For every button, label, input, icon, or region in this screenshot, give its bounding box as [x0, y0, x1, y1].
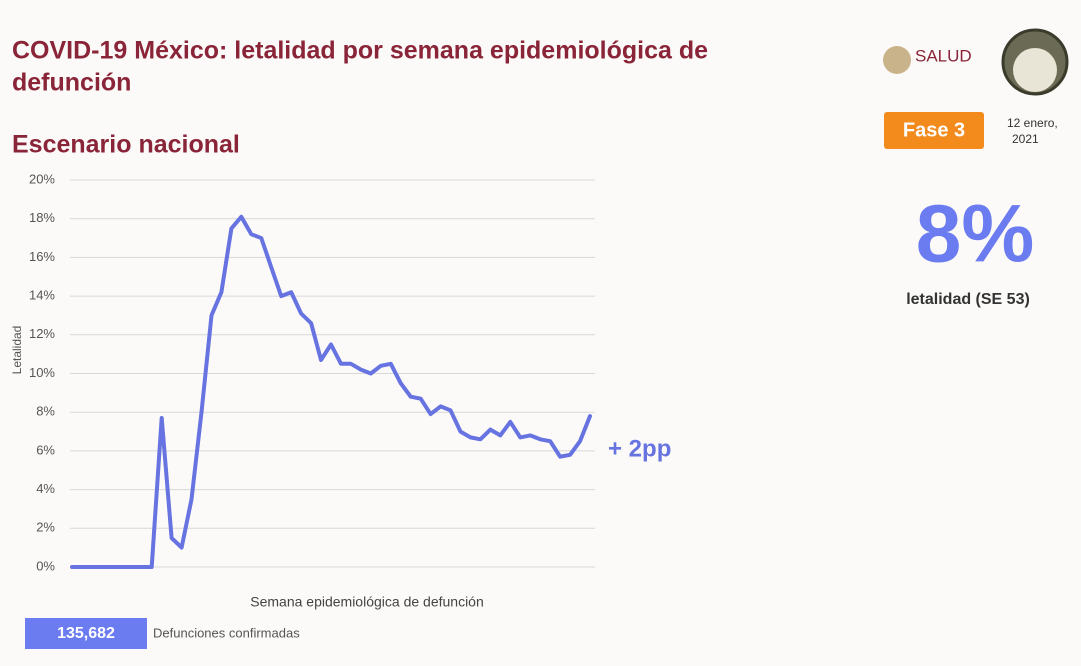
count-badge — [25, 618, 147, 649]
y-tick-label: 8% — [36, 404, 55, 419]
stat-value: 8% — [916, 189, 1035, 280]
y-tick-label: 18% — [29, 210, 55, 225]
stat-label: letalidad (SE 53) — [906, 291, 1030, 308]
plot: 0% 2% 4% 6% 8% 10% 12% 14% 16% 18% 20% — [29, 171, 595, 573]
x-axis-label: Semana epidemiológica de defunción — [250, 594, 484, 610]
y-tick-label: 16% — [29, 249, 55, 264]
phase-badge — [884, 112, 984, 149]
phase-text: Fase 3 — [903, 119, 965, 141]
logo-text: SALUD — [915, 46, 972, 65]
y-tick-label: 0% — [36, 558, 55, 573]
y-tick-label: 12% — [29, 326, 55, 341]
count-value: 135,682 — [57, 625, 115, 642]
y-tick-label: 20% — [29, 171, 55, 186]
chart-title-line2: defunción — [12, 69, 131, 97]
date-line: 12 enero, — [1007, 116, 1058, 130]
logo-2021-inner — [1013, 48, 1057, 92]
annotation: + 2pp — [608, 435, 671, 462]
y-tick-label: 10% — [29, 365, 55, 380]
chart-title-line1: COVID-19 México: letalidad por semana ep… — [12, 37, 708, 65]
y-tick-label: 2% — [36, 520, 55, 535]
y-tick-label: 6% — [36, 442, 55, 457]
chart-subtitle: Escenario nacional — [12, 131, 240, 159]
y-axis-label: Letalidad — [10, 326, 24, 375]
y-tick-label: 4% — [36, 481, 55, 496]
y-tick-label: 14% — [29, 288, 55, 303]
date-line: 2021 — [1012, 132, 1039, 146]
data-line — [70, 214, 592, 569]
count-label: Defunciones confirmadas — [153, 625, 300, 640]
logo-emblem — [883, 46, 911, 74]
